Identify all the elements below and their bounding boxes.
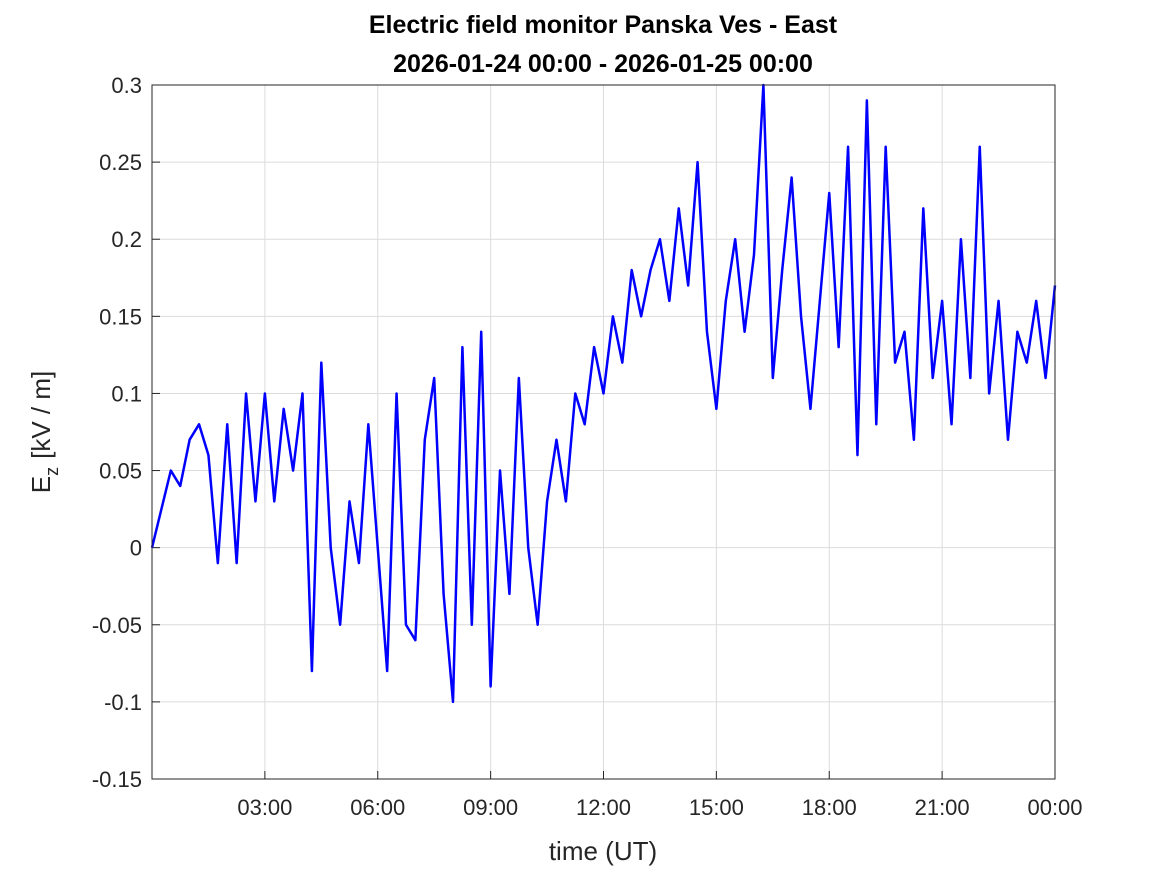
x-tick-label: 12:00 [576, 795, 631, 820]
x-axis-label: time (UT) [549, 836, 657, 866]
y-label-subscript: z [42, 467, 62, 476]
y-tick-label: -0.05 [92, 613, 142, 638]
x-tick-label: 00:00 [1027, 795, 1082, 820]
data-line [150, 83, 1057, 704]
y-tick-label: 0.15 [99, 304, 142, 329]
y-label-unit: [kV / m] [26, 371, 56, 459]
y-tick-label: 0.2 [111, 227, 142, 252]
y-axis-label: Ez [kV / m] [26, 371, 62, 493]
chart-title: Electric field monitor Panska Ves - East [369, 11, 838, 39]
x-tick-label: 03:00 [237, 795, 292, 820]
y-label-base: E [26, 476, 56, 493]
chart-subtitle: 2026-01-24 00:00 - 2026-01-25 00:00 [393, 50, 813, 78]
x-tick-label: 06:00 [350, 795, 405, 820]
y-tick-label: -0.15 [92, 767, 142, 792]
y-tick-label: 0.3 [111, 73, 142, 98]
y-tick-label: 0.1 [111, 381, 142, 406]
x-tick-label: 15:00 [689, 795, 744, 820]
x-tick-label: 09:00 [463, 795, 518, 820]
x-tick-label: 21:00 [915, 795, 970, 820]
y-tick-label: 0.25 [99, 150, 142, 175]
y-tick-label: 0.05 [99, 459, 142, 484]
plot-frame [151, 84, 1056, 780]
x-tick-label: 18:00 [802, 795, 857, 820]
y-tick-label: 0 [130, 536, 142, 561]
y-tick-label: -0.1 [104, 690, 142, 715]
